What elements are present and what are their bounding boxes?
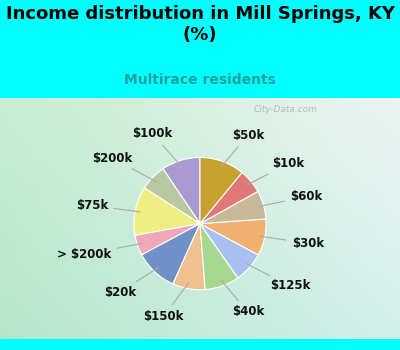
Text: City-Data.com: City-Data.com <box>254 105 318 114</box>
Wedge shape <box>200 224 258 278</box>
Wedge shape <box>135 224 200 255</box>
Wedge shape <box>200 224 238 289</box>
Text: > $200k: > $200k <box>57 243 142 261</box>
Text: $200k: $200k <box>92 152 156 182</box>
Wedge shape <box>200 158 242 224</box>
Text: $30k: $30k <box>260 236 324 250</box>
Text: $40k: $40k <box>221 280 264 318</box>
Text: $150k: $150k <box>144 283 188 323</box>
Wedge shape <box>200 191 266 224</box>
Text: $20k: $20k <box>104 268 158 299</box>
Wedge shape <box>200 219 266 255</box>
Text: Income distribution in Mill Springs, KY
(%): Income distribution in Mill Springs, KY … <box>6 5 394 44</box>
Text: Multirace residents: Multirace residents <box>124 74 276 88</box>
Wedge shape <box>144 169 200 224</box>
Wedge shape <box>200 173 258 224</box>
Wedge shape <box>142 224 200 284</box>
Text: $50k: $50k <box>221 129 264 167</box>
Text: $125k: $125k <box>246 264 310 293</box>
Text: $10k: $10k <box>247 157 304 185</box>
Wedge shape <box>173 224 205 290</box>
Text: $75k: $75k <box>76 199 140 212</box>
Text: $100k: $100k <box>132 127 181 166</box>
Wedge shape <box>134 188 200 236</box>
Wedge shape <box>163 158 200 224</box>
Text: $60k: $60k <box>258 190 322 206</box>
